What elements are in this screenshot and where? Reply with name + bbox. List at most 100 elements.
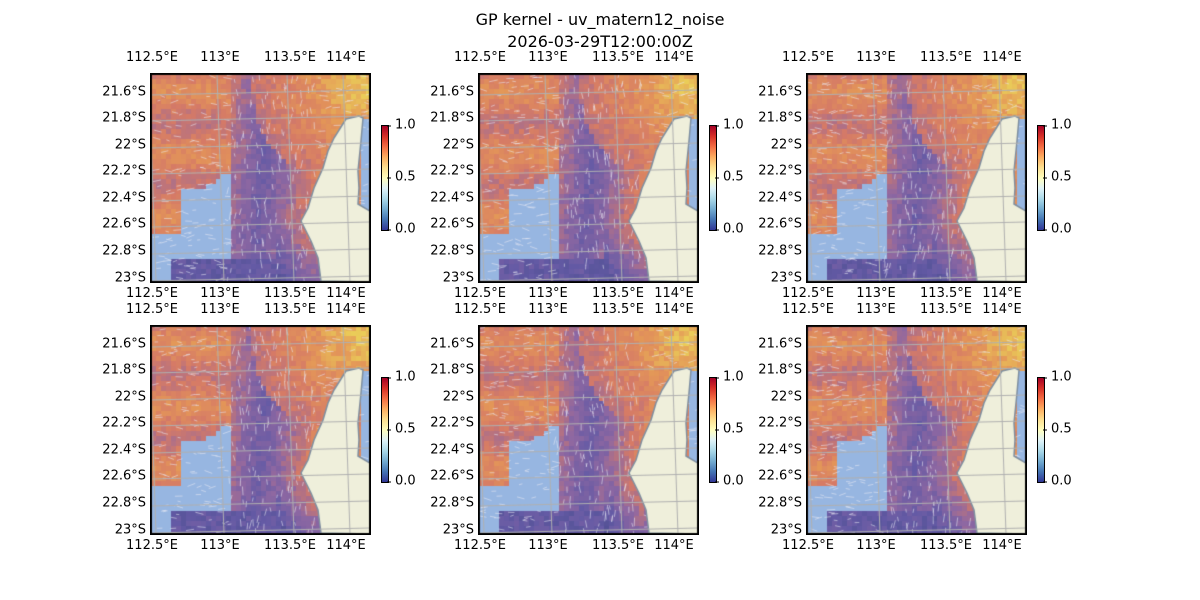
lon-tick-top: 112.5°E	[454, 50, 506, 65]
lon-tick-top: 114°E	[654, 50, 694, 65]
lat-tick: 22.4°S	[102, 190, 146, 206]
lat-tick: 22.6°S	[430, 216, 474, 232]
colorbar-tick: 0.0	[715, 221, 744, 237]
lat-tick: 21.8°S	[102, 110, 146, 126]
lat-tick: 22°S	[770, 137, 802, 153]
lon-tick-top: 113°E	[856, 50, 896, 65]
lon-tick-bottom: 112.5°E	[454, 286, 506, 301]
map-panel-2: 112.5°E 112.5°E 113°E 113°E 113.5°E 113.5°E 11…	[430, 50, 699, 301]
lon-tick-bottom: 112.5°E	[126, 538, 178, 553]
lon-tick-top: 113°E	[856, 302, 896, 317]
lat-tick: 22.8°S	[102, 243, 146, 259]
figure-title: GP kernel - uv_matern12_noise	[475, 10, 725, 29]
lat-tick: 21.8°S	[102, 362, 146, 378]
lon-tick-bottom: 113°E	[200, 538, 240, 553]
map-axes	[806, 325, 1027, 535]
lat-tick: 22.8°S	[758, 243, 802, 259]
lat-tick: 21.6°S	[758, 84, 802, 100]
map-panel-3: 112.5°E 112.5°E 113°E 113°E 113.5°E 113.5°E 11…	[758, 50, 1027, 301]
lon-tick-top: 114°E	[982, 50, 1022, 65]
lon-tick-bottom: 113.5°E	[920, 538, 972, 553]
lat-tick: 22°S	[442, 137, 474, 153]
lon-tick-top: 114°E	[326, 302, 366, 317]
lon-tick-bottom: 112.5°E	[782, 538, 834, 553]
lat-tick: 22.6°S	[758, 468, 802, 484]
lat-tick: 21.6°S	[758, 336, 802, 352]
lat-tick: 22.2°S	[758, 163, 802, 179]
lat-tick: 23°S	[770, 522, 802, 538]
lat-tick: 21.8°S	[430, 362, 474, 378]
colorbar	[709, 377, 717, 483]
lat-tick: 21.6°S	[430, 84, 474, 100]
lat-tick: 22.8°S	[758, 495, 802, 511]
lon-tick-top: 112.5°E	[454, 302, 506, 317]
colorbar-tick: 1.0	[1043, 117, 1072, 133]
colorbar-tick: 0.0	[1043, 473, 1072, 489]
colorbar-tick: 0.0	[715, 473, 744, 489]
lat-tick: 22.8°S	[430, 495, 474, 511]
colorbar-tick: 0.5	[387, 421, 416, 437]
lon-tick-bottom: 113°E	[528, 286, 568, 301]
lon-tick-top: 113.5°E	[264, 50, 316, 65]
lat-tick: 22.4°S	[102, 442, 146, 458]
lat-tick: 21.6°S	[430, 336, 474, 352]
lat-tick: 22.6°S	[102, 216, 146, 232]
lat-tick: 22.2°S	[430, 163, 474, 179]
lat-tick: 23°S	[770, 270, 802, 286]
colorbar-tick: 0.5	[1043, 169, 1072, 185]
colorbar	[381, 377, 389, 483]
lon-tick-top: 113°E	[528, 50, 568, 65]
lat-tick: 22°S	[770, 389, 802, 405]
map-axes	[478, 325, 699, 535]
lat-tick: 22.4°S	[758, 442, 802, 458]
lat-tick: 21.6°S	[102, 84, 146, 100]
map-panel-6: 112.5°E 112.5°E 113°E 113°E 113.5°E 113.5°E 11…	[758, 302, 1027, 553]
lon-tick-top: 112.5°E	[782, 50, 834, 65]
colorbar-tick: 1.0	[715, 369, 744, 385]
lat-tick: 22.6°S	[430, 468, 474, 484]
lon-tick-top: 113.5°E	[264, 302, 316, 317]
lat-tick: 22.8°S	[430, 243, 474, 259]
colorbar	[1037, 125, 1045, 231]
colorbar-tick: 0.5	[1043, 421, 1072, 437]
lat-tick: 21.8°S	[758, 362, 802, 378]
lon-tick-top: 112.5°E	[126, 50, 178, 65]
lon-tick-top: 112.5°E	[782, 302, 834, 317]
colorbar-tick: 0.5	[715, 169, 744, 185]
colorbar-tick: 0.5	[715, 421, 744, 437]
colorbar-tick: 0.5	[387, 169, 416, 185]
lat-tick: 23°S	[442, 522, 474, 538]
lon-tick-top: 113.5°E	[920, 50, 972, 65]
map-axes	[806, 73, 1027, 283]
lat-tick: 21.8°S	[430, 110, 474, 126]
lon-tick-bottom: 112.5°E	[126, 286, 178, 301]
lat-tick: 22.2°S	[102, 415, 146, 431]
colorbar	[381, 125, 389, 231]
lon-tick-bottom: 114°E	[326, 538, 366, 553]
colorbar	[1037, 377, 1045, 483]
lat-tick: 22°S	[114, 389, 146, 405]
lat-tick: 22.4°S	[430, 190, 474, 206]
lon-tick-top: 114°E	[326, 50, 366, 65]
lon-tick-bottom: 114°E	[982, 286, 1022, 301]
lon-tick-bottom: 113.5°E	[264, 286, 316, 301]
lat-tick: 21.6°S	[102, 336, 146, 352]
lat-tick: 22.4°S	[758, 190, 802, 206]
lat-tick: 22.4°S	[430, 442, 474, 458]
lat-tick: 23°S	[442, 270, 474, 286]
lat-tick: 22.2°S	[102, 163, 146, 179]
map-panel-1: 112.5°E 112.5°E 113°E 113°E 113.5°E 113.5°E 11…	[102, 50, 371, 301]
lat-tick: 22°S	[114, 137, 146, 153]
colorbar-tick: 1.0	[715, 117, 744, 133]
colorbar-tick: 0.0	[387, 221, 416, 237]
lon-tick-bottom: 113.5°E	[264, 538, 316, 553]
lat-tick: 23°S	[114, 522, 146, 538]
colorbar-tick: 1.0	[1043, 369, 1072, 385]
lon-tick-top: 112.5°E	[126, 302, 178, 317]
lon-tick-bottom: 112.5°E	[782, 286, 834, 301]
lon-tick-top: 113.5°E	[592, 302, 644, 317]
colorbar	[709, 125, 717, 231]
lat-tick: 22.2°S	[758, 415, 802, 431]
lon-tick-top: 113°E	[200, 50, 240, 65]
map-axes	[150, 73, 371, 283]
